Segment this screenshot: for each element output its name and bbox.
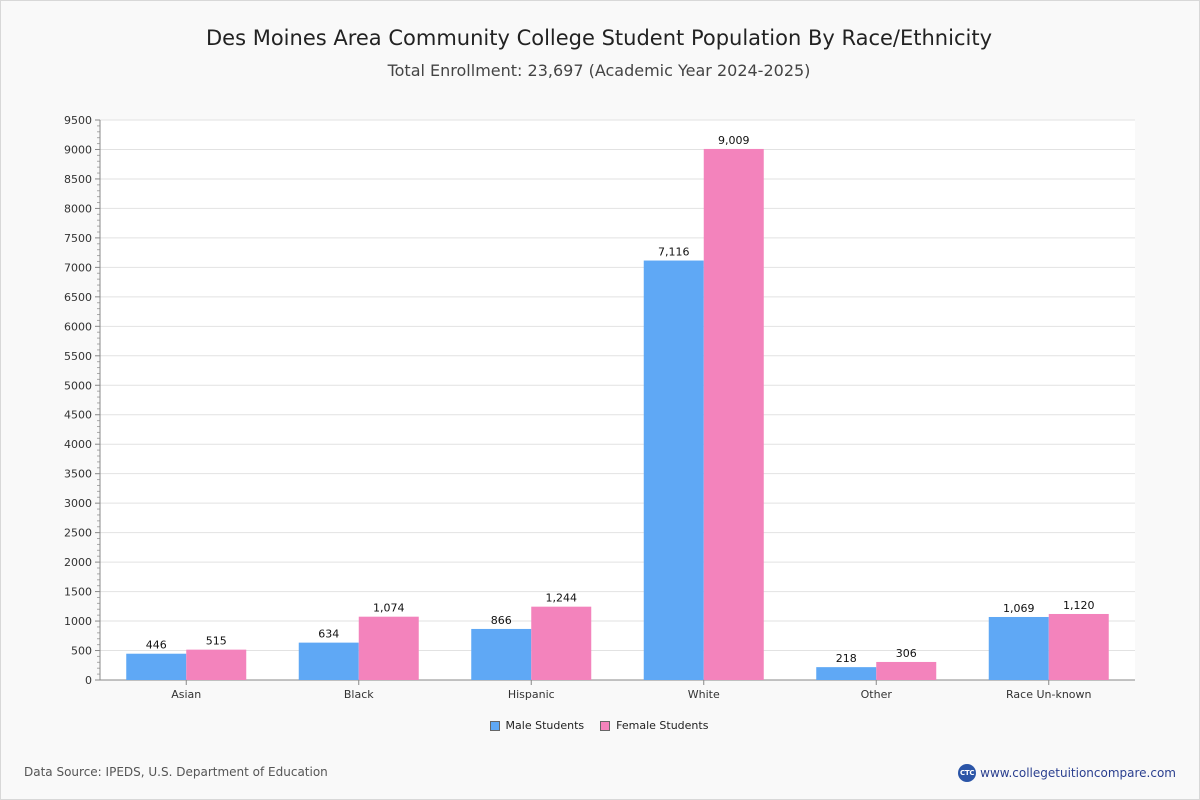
bar-value-label: 1,244 [546, 592, 578, 605]
y-tick-label: 6500 [64, 291, 92, 304]
bar-male-0 [126, 653, 187, 680]
y-tick-label: 5500 [64, 350, 92, 363]
y-tick-label: 7500 [64, 232, 92, 245]
x-tick-label: Black [344, 688, 374, 701]
y-tick-label: 8500 [64, 173, 92, 186]
bar-value-label: 866 [491, 614, 512, 627]
y-tick-label: 1000 [64, 615, 92, 628]
bar-value-label: 634 [318, 628, 339, 641]
x-tick-label: Hispanic [508, 688, 555, 701]
data-source-note: Data Source: IPEDS, U.S. Department of E… [24, 765, 328, 779]
y-tick-label: 4000 [64, 438, 92, 451]
bar-male-1 [298, 642, 359, 680]
y-tick-label: 1500 [64, 586, 92, 599]
bar-value-label: 1,074 [373, 602, 405, 615]
bar-value-label: 9,009 [718, 134, 750, 147]
bar-value-label: 218 [836, 652, 857, 665]
y-tick-label: 8000 [64, 202, 92, 215]
bar-female-0 [186, 649, 247, 680]
legend-swatch-male [489, 720, 500, 731]
y-tick-label: 3500 [64, 468, 92, 481]
legend-label-male: Male Students [505, 719, 585, 732]
chart-legend: Male Students Female Students [0, 719, 1198, 732]
legend-label-female: Female Students [616, 719, 709, 732]
y-tick-label: 9500 [64, 114, 92, 127]
x-tick-label: Other [861, 688, 893, 701]
y-tick-label: 6000 [64, 320, 92, 333]
bar-value-label: 446 [146, 639, 167, 652]
bar-female-1 [358, 616, 419, 680]
bar-male-3 [643, 260, 704, 680]
y-tick-label: 9000 [64, 143, 92, 156]
legend-item-male[interactable]: Male Students [489, 719, 585, 732]
bar-male-2 [471, 628, 532, 680]
x-tick-label: White [688, 688, 720, 701]
x-tick-label: Race Un-known [1006, 688, 1092, 701]
y-tick-label: 0 [85, 674, 92, 687]
plot-area [100, 120, 1135, 680]
ctc-logo-icon: CTC [958, 764, 977, 782]
site-credit[interactable]: CTC www.collegetuitioncompare.com [958, 764, 1176, 782]
bar-female-2 [531, 606, 592, 680]
y-tick-label: 4500 [64, 409, 92, 422]
bar-male-4 [816, 667, 877, 680]
y-tick-label: 7000 [64, 261, 92, 274]
y-tick-label: 3000 [64, 497, 92, 510]
y-tick-label: 500 [71, 645, 92, 658]
bar-male-5 [988, 616, 1049, 680]
bar-female-4 [876, 661, 937, 680]
y-tick-label: 2000 [64, 556, 92, 569]
site-link[interactable]: www.collegetuitioncompare.com [980, 766, 1176, 780]
x-tick-label: Asian [171, 688, 201, 701]
y-tick-label: 5000 [64, 379, 92, 392]
bar-value-label: 515 [206, 635, 227, 648]
bar-female-3 [703, 148, 764, 680]
bar-value-label: 306 [896, 647, 917, 660]
bar-value-label: 1,120 [1063, 599, 1095, 612]
chart-subtitle: Total Enrollment: 23,697 (Academic Year … [387, 61, 811, 80]
bar-female-5 [1048, 613, 1109, 680]
legend-item-female[interactable]: Female Students [600, 719, 708, 732]
legend-swatch-female [600, 720, 611, 731]
bar-value-label: 1,069 [1003, 602, 1035, 615]
chart-title: Des Moines Area Community College Studen… [206, 26, 992, 50]
bar-value-label: 7,116 [658, 246, 690, 259]
y-tick-label: 2500 [64, 527, 92, 540]
